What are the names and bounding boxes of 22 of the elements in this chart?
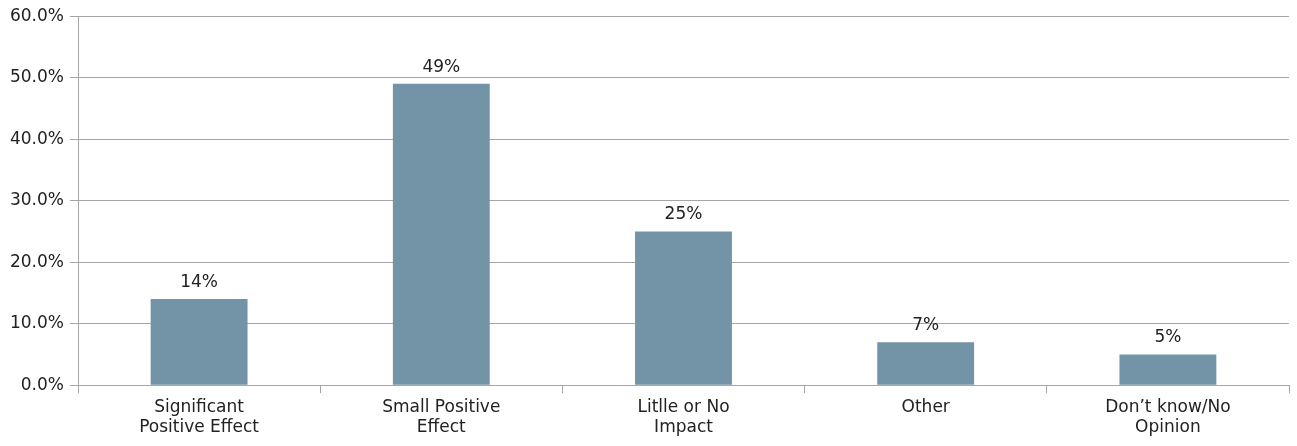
data-label: 14% <box>180 271 218 292</box>
data-label: 25% <box>664 203 703 224</box>
y-tick-label: 20.0% <box>9 250 64 271</box>
bar <box>877 342 975 385</box>
y-tick-label: 30.0% <box>9 189 64 210</box>
x-tick-label: Don’t know/No Opinion <box>1105 395 1231 437</box>
y-tick-label: 40.0% <box>9 127 64 148</box>
bar <box>150 299 248 385</box>
y-tick-label: 10.0% <box>9 312 64 333</box>
x-tick-label: Litlle or No Impact <box>637 395 730 437</box>
x-tick-label: Significant Positive Effect <box>139 395 260 437</box>
x-tick-label: Small Positive Effect <box>382 395 501 437</box>
y-tick-label: 0.0% <box>20 373 64 394</box>
bar <box>1119 354 1217 385</box>
bar <box>392 83 490 385</box>
y-tick-label: 50.0% <box>9 66 64 87</box>
data-label: 5% <box>1154 326 1182 347</box>
data-label: 49% <box>422 55 461 76</box>
data-label: 7% <box>912 314 940 335</box>
bar <box>635 231 732 385</box>
y-tick-label: 60.0% <box>9 4 64 25</box>
x-tick-label: Other <box>901 395 950 416</box>
